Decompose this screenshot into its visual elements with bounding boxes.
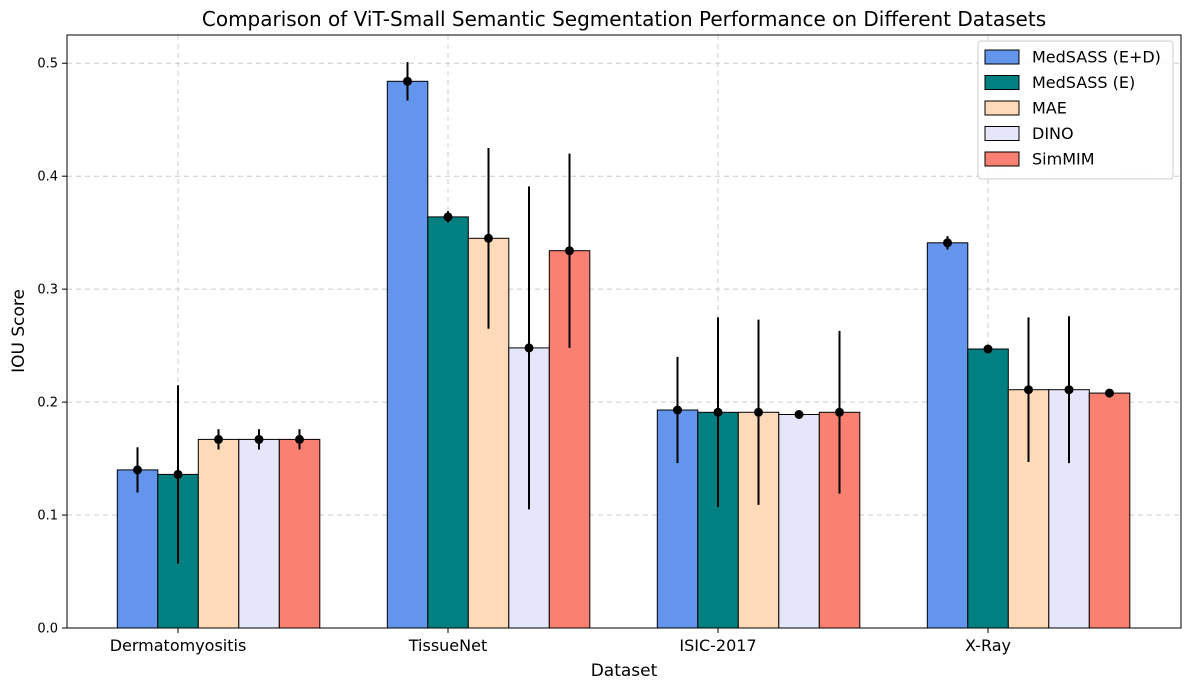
legend-swatch (984, 100, 1020, 116)
y-tick-label: 0.2 (37, 396, 58, 411)
y-axis: 0.0 0.1 0.2 0.3 0.4 0.5 (37, 57, 67, 637)
error-point (524, 343, 534, 353)
legend-label: MAE (1032, 99, 1067, 118)
error-point (173, 469, 183, 479)
error-point (673, 405, 682, 415)
bar (778, 414, 820, 629)
legend-label: SimMIM (1032, 150, 1095, 169)
bar (967, 348, 1009, 629)
error-point (254, 434, 264, 444)
error-point (794, 410, 804, 419)
y-tick-label: 0.5 (37, 57, 58, 72)
y-tick-label: 0.3 (37, 283, 58, 298)
legend-frame (977, 40, 1174, 180)
bars (116, 80, 1131, 629)
bar (1088, 392, 1131, 629)
x-axis-label: Dataset (591, 661, 658, 681)
error-point (1024, 385, 1033, 395)
error-point (403, 76, 412, 86)
bar (238, 438, 280, 629)
bar (116, 469, 159, 629)
legend-swatch (984, 75, 1020, 90)
chart-title: Comparison of ViT-Small Semantic Segment… (202, 7, 1046, 31)
error-point (565, 246, 574, 256)
x-tick-label: ISIC-2017 (679, 636, 756, 655)
bar (386, 80, 429, 629)
legend-swatch (984, 49, 1020, 65)
error-point (835, 407, 844, 417)
bar (278, 438, 321, 629)
y-tick-label: 0.0 (37, 622, 58, 637)
error-point (295, 434, 304, 444)
error-point (983, 344, 993, 354)
error-point (943, 238, 952, 248)
legend-label: DINO (1032, 124, 1074, 143)
y-tick-label: 0.1 (37, 509, 58, 524)
legend-label: MedSASS (E) (1032, 73, 1135, 92)
y-axis-label: IOU Score (9, 289, 29, 373)
x-axis: Dermatomyositis TissueNet ISIC-2017 X-Ray (110, 628, 1011, 655)
error-point (754, 407, 763, 417)
bar (197, 438, 240, 629)
error-point (443, 212, 453, 222)
x-tick-label: Dermatomyositis (110, 636, 247, 655)
bar (427, 216, 469, 629)
legend: MedSASS (E+D) MedSASS (E) MAE DINO SimMIM (977, 40, 1174, 180)
y-tick-label: 0.4 (37, 170, 58, 185)
bar (926, 242, 969, 629)
error-point (214, 434, 223, 444)
legend-swatch (984, 126, 1020, 141)
error-point (484, 233, 493, 243)
legend-swatch (984, 151, 1020, 167)
error-point (1105, 388, 1114, 398)
error-point (1064, 385, 1074, 395)
x-tick-label: X-Ray (965, 636, 1011, 655)
x-tick-label: TissueNet (408, 636, 487, 655)
error-point (713, 407, 723, 417)
error-point (133, 465, 142, 475)
plot-frame (66, 34, 1182, 629)
legend-label: MedSASS (E+D) (1032, 48, 1161, 67)
error-bars (133, 62, 1114, 564)
